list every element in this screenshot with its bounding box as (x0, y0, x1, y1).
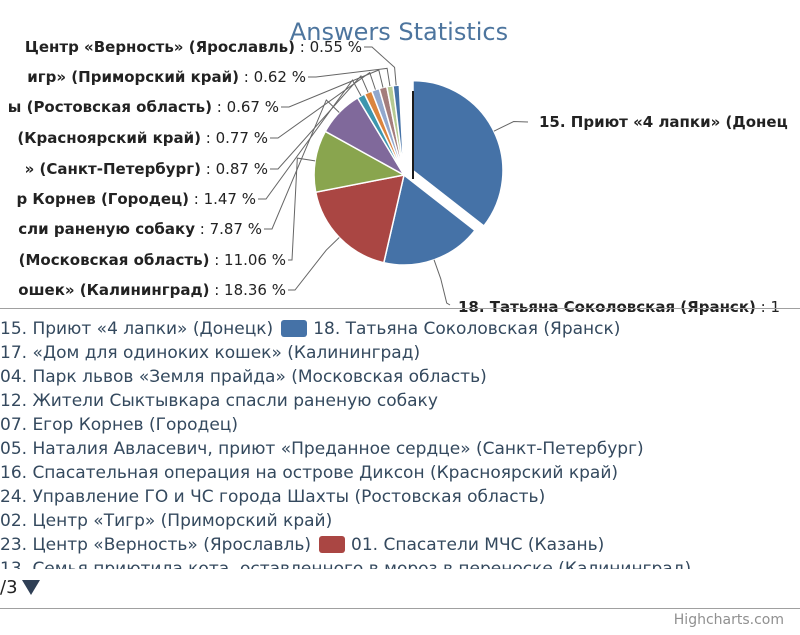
legend: 15. Приют «4 лапки» (Донецк) 18. Татьяна … (0, 316, 800, 569)
legend-item[interactable]: 05. Наталия Авласевич, приют «Преданное … (0, 439, 644, 459)
slice-label-name: (Московская область) (19, 251, 210, 269)
slice-label-value: : 0.55 % (295, 38, 362, 56)
legend-row: 23. Центр «Верность» (Ярославль) 01. Спас… (0, 534, 604, 557)
slice-label-value: : 1 (756, 298, 780, 316)
credits-link[interactable]: Highcharts.com (673, 612, 784, 628)
legend-row: 05. Наталия Авласевич, приют «Преданное … (0, 438, 644, 461)
legend-row: 24. Управление ГО и ЧС города Шахты (Рос… (0, 486, 545, 509)
slice-connector (308, 67, 391, 87)
slice-data-label: 18. Татьяна Соколовская (Яранск) : 1 (458, 298, 780, 316)
legend-item[interactable]: 15. Приют «4 лапки» (Донецк) (0, 319, 274, 339)
legend-item[interactable]: 02. Центр «Тигр» (Приморский край) (0, 511, 333, 531)
legend-page-indicator: /3 (0, 576, 18, 598)
slice-label-name: игр» (Приморский край) (27, 68, 239, 86)
legend-row: 17. «Дом для одиноких кошек» (Калинингра… (0, 342, 420, 365)
slice-connector (288, 157, 316, 261)
slice-label-value: : 11.06 % (209, 251, 286, 269)
legend-item[interactable]: 16. Спасательная операция на острове Дик… (0, 463, 619, 483)
slice-label-name: Центр «Верность» (Ярославль) (25, 38, 295, 56)
slice-data-label: (Красноярский край) : 0.77 % (17, 129, 268, 147)
legend-item[interactable]: 18. Татьяна Соколовская (Яранск) (313, 319, 621, 339)
slice-data-label: ы (Ростовская область) : 0.67 % (8, 98, 279, 116)
slice-connector (493, 121, 529, 132)
legend-row: 04. Парк львов «Земля прайда» (Московска… (0, 366, 487, 389)
slice-connector (281, 69, 384, 108)
slice-label-name: р Корнев (Городец) (16, 190, 189, 208)
legend-item[interactable]: 23. Центр «Верность» (Ярославль) (0, 535, 312, 555)
legend-top-divider (0, 308, 800, 309)
legend-swatch[interactable] (281, 320, 308, 337)
slice-label-name: 18. Татьяна Соколовская (Яранск) (458, 298, 756, 316)
legend-swatch[interactable] (319, 536, 346, 553)
slice-data-label: ошек» (Калининград) : 18.36 % (18, 281, 286, 299)
legend-row: 16. Спасательная операция на острове Дик… (0, 462, 618, 485)
slice-label-value: : 0.67 % (212, 98, 279, 116)
slice-connector (264, 99, 340, 230)
slice-label-name: ошек» (Калининград) (18, 281, 209, 299)
slice-data-label: (Московская область) : 11.06 % (19, 251, 286, 269)
legend-item[interactable]: 01. Спасатели МЧС (Казань) (351, 535, 605, 555)
slice-label-name: (Красноярский край) (17, 129, 201, 147)
slice-label-value: : 1.47 % (189, 190, 256, 208)
legend-item[interactable]: 24. Управление ГО и ЧС города Шахты (Рос… (0, 487, 546, 507)
footer-divider (0, 608, 800, 609)
legend-item[interactable]: 04. Парк львов «Земля прайда» (Московска… (0, 367, 487, 387)
legend-next-page-icon[interactable] (21, 579, 40, 595)
pie-slice[interactable] (382, 173, 476, 266)
slice-label-value: : 0.62 % (239, 68, 306, 86)
pie-slice[interactable] (412, 79, 504, 228)
slice-connector (270, 71, 376, 139)
slice-data-label: » (Санкт-Петербург) : 0.87 % (25, 160, 268, 178)
legend-row: 15. Приют «4 лапки» (Донецк) 18. Татьяна … (0, 318, 620, 341)
slice-label-value: : 18.36 % (209, 281, 286, 299)
legend-row: 12. Жители Сыктывкара спасли раненую соб… (0, 390, 438, 413)
legend-item[interactable]: 17. «Дом для одиноких кошек» (Калинингра… (0, 343, 421, 363)
slice-data-label: игр» (Приморский край) : 0.62 % (27, 68, 306, 86)
chart-title: Answers Statistics (290, 18, 508, 46)
slice-connector (288, 237, 340, 291)
slice-label-value: : 0.77 % (201, 129, 268, 147)
slice-data-label: р Корнев (Городец) : 1.47 % (16, 190, 256, 208)
slice-connector (364, 46, 397, 86)
slice-label-name: » (Санкт-Петербург) (25, 160, 201, 178)
legend-item[interactable]: 13. Семья приютила кота, оставленного в … (0, 559, 692, 569)
slice-label-name: ы (Ростовская область) (8, 98, 212, 116)
slice-label-value: : 7.87 % (195, 220, 262, 238)
legend-item[interactable]: 07. Егор Корнев (Городец) (0, 415, 238, 435)
legend-row: 02. Центр «Тигр» (Приморский край) (0, 510, 332, 533)
slice-label-name: сли раненую собаку (18, 220, 195, 238)
legend-row: 13. Семья приютила кота, оставленного в … (0, 558, 691, 569)
slice-label-value: : 0.87 % (201, 160, 268, 178)
slice-connector (270, 75, 369, 170)
slice-connector (258, 79, 362, 200)
slice-label-name: 15. Приют «4 лапки» (Донец (539, 113, 788, 131)
pie-slice[interactable] (314, 174, 405, 264)
slice-data-label: 15. Приют «4 лапки» (Донец (539, 113, 788, 131)
slice-connector (433, 259, 451, 306)
pie-slice[interactable] (392, 84, 405, 176)
legend-row: 07. Егор Корнев (Городец) (0, 414, 238, 437)
slice-data-label: сли раненую собаку : 7.87 % (18, 220, 262, 238)
legend-item[interactable]: 12. Жители Сыктывкара спасли раненую соб… (0, 391, 438, 411)
slice-data-label: Центр «Верность» (Ярославль) : 0.55 % (25, 38, 362, 56)
legend-pager: /3 (0, 574, 40, 600)
